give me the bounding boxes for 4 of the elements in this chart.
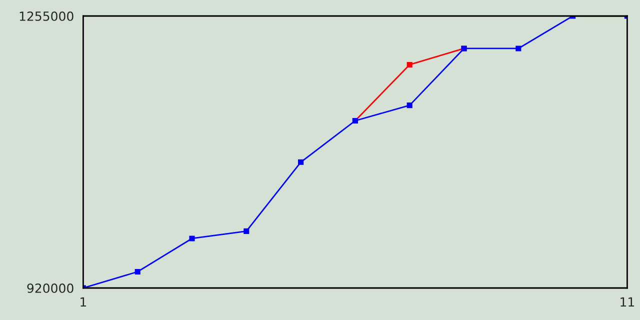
x-tick-label: 1: [80, 297, 86, 307]
y-tick-label: 1255000: [20, 11, 74, 21]
x-tick-label: 11: [620, 297, 634, 307]
y-tick-label: 920000: [27, 283, 74, 293]
